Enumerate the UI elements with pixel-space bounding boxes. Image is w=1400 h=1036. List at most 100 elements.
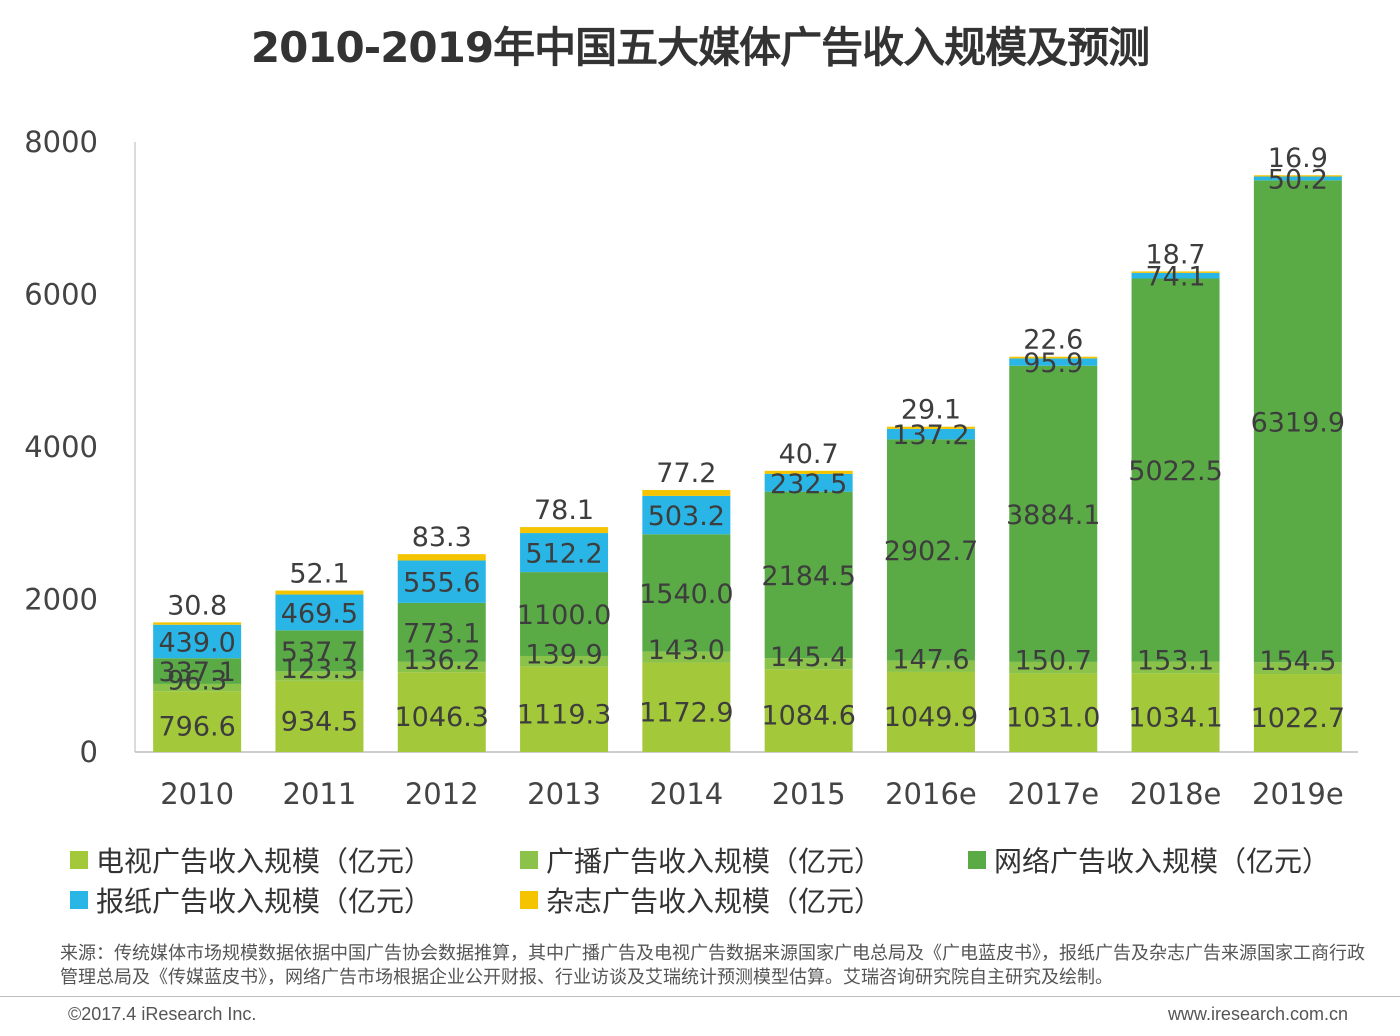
bar-segment bbox=[397, 661, 486, 673]
data-label: 143.0 bbox=[648, 635, 725, 666]
bar-segment bbox=[764, 491, 853, 659]
legend-swatch-internet bbox=[968, 851, 986, 869]
chart-title: 2010-2019年中国五大媒体广告收入规模及预测 bbox=[250, 23, 1150, 72]
x-tick-label: 2019e bbox=[1252, 777, 1344, 811]
x-tick-label: 2012 bbox=[405, 777, 479, 811]
bar-segment bbox=[1009, 356, 1098, 359]
data-label: 50.2 bbox=[1268, 164, 1328, 195]
bar-segment bbox=[520, 533, 609, 573]
legend-item-internet: 网络广告收入规模（亿元） bbox=[968, 840, 1330, 880]
bar-segment bbox=[1131, 272, 1220, 279]
y-tick-label: 4000 bbox=[24, 430, 98, 464]
bar-segment bbox=[1253, 175, 1342, 177]
legend-item-newspaper: 报纸广告收入规模（亿元） bbox=[70, 880, 432, 920]
data-label: 934.5 bbox=[281, 706, 358, 737]
data-label: 1540.0 bbox=[639, 579, 733, 610]
data-label: 1119.3 bbox=[517, 699, 611, 730]
x-tick-label: 2010 bbox=[160, 777, 234, 811]
legend-label-radio: 广播广告收入规模（亿元） bbox=[546, 845, 883, 878]
bar-segment bbox=[642, 489, 731, 496]
y-tick-label: 8000 bbox=[24, 125, 98, 159]
bar-segment bbox=[886, 428, 975, 440]
bar-segment bbox=[1009, 661, 1098, 674]
data-label: 150.7 bbox=[1015, 646, 1092, 677]
x-tick-label: 2018e bbox=[1130, 777, 1222, 811]
legend-label-newspaper: 报纸广告收入规模（亿元） bbox=[96, 885, 433, 918]
bar-segment bbox=[520, 527, 609, 534]
data-label: 503.2 bbox=[648, 501, 725, 532]
bar-segment bbox=[397, 672, 486, 752]
copyright-text: ©2017.4 iResearch Inc. bbox=[68, 1004, 257, 1024]
bar-segment bbox=[397, 602, 486, 662]
legend-item-radio: 广播广告收入规模（亿元） bbox=[520, 840, 882, 880]
data-label: 2902.7 bbox=[884, 536, 978, 567]
data-label: 1172.9 bbox=[639, 697, 733, 728]
data-label: 512.2 bbox=[525, 539, 602, 570]
bar-segment bbox=[764, 669, 853, 752]
bar-segment bbox=[153, 683, 242, 692]
bar-segment bbox=[1253, 674, 1342, 752]
data-label: 22.6 bbox=[1023, 325, 1083, 356]
x-tick-label: 2011 bbox=[283, 777, 357, 811]
data-label: 537.7 bbox=[281, 637, 358, 668]
bar-segment bbox=[275, 671, 364, 681]
data-label: 1100.0 bbox=[517, 600, 611, 631]
legend-swatch-radio bbox=[520, 851, 538, 869]
data-label: 145.4 bbox=[770, 642, 847, 673]
data-label: 52.1 bbox=[289, 559, 349, 590]
bar-segment bbox=[520, 572, 609, 656]
data-label: 337.1 bbox=[159, 657, 236, 688]
bar-segment bbox=[764, 658, 853, 670]
legend-label-internet: 网络广告收入规模（亿元） bbox=[994, 845, 1331, 878]
bar-segment bbox=[886, 671, 975, 752]
bar-segment bbox=[642, 662, 731, 752]
data-label: 555.6 bbox=[403, 568, 480, 599]
data-label: 232.5 bbox=[770, 469, 847, 500]
bar-segment bbox=[1009, 365, 1098, 662]
chart-legend: 电视广告收入规模（亿元） 广播广告收入规模（亿元） 网络广告收入规模（亿元） 报… bbox=[70, 840, 1370, 930]
bar-segment bbox=[642, 495, 731, 535]
bar-segment bbox=[275, 680, 364, 752]
bar-segment bbox=[275, 630, 364, 672]
legend-swatch-magazine bbox=[520, 891, 538, 909]
data-label: 6319.9 bbox=[1251, 407, 1345, 438]
bar-segment bbox=[520, 666, 609, 752]
data-label: 123.3 bbox=[281, 654, 358, 685]
bar-segment bbox=[1131, 673, 1220, 752]
data-label: 137.2 bbox=[892, 420, 969, 451]
data-label: 74.1 bbox=[1145, 262, 1205, 293]
bar-segment bbox=[1253, 180, 1342, 663]
data-label: 30.8 bbox=[167, 590, 227, 621]
bar-segment bbox=[642, 534, 731, 652]
data-label: 1034.1 bbox=[1128, 703, 1222, 734]
legend-label-magazine: 杂志广告收入规模（亿元） bbox=[546, 885, 883, 918]
x-tick-label: 2013 bbox=[527, 777, 601, 811]
bar-segment bbox=[642, 651, 731, 663]
data-label: 5022.5 bbox=[1128, 456, 1222, 487]
bar-segment bbox=[397, 560, 486, 603]
data-label: 469.5 bbox=[281, 598, 358, 629]
bar-segment bbox=[153, 624, 242, 659]
legend-item-tv: 电视广告收入规模（亿元） bbox=[70, 840, 432, 880]
bar-segment bbox=[153, 622, 242, 625]
footer-divider bbox=[0, 996, 1400, 997]
website-link[interactable]: www.iresearch.com.cn bbox=[1167, 1004, 1348, 1024]
legend-swatch-tv bbox=[70, 851, 88, 869]
data-label: 2184.5 bbox=[761, 561, 855, 592]
data-label: 29.1 bbox=[901, 395, 961, 426]
bar-segment bbox=[520, 655, 609, 667]
data-label: 83.3 bbox=[412, 522, 472, 553]
data-label: 77.2 bbox=[656, 458, 716, 489]
y-tick-label: 0 bbox=[80, 735, 98, 769]
bar-segment bbox=[1253, 662, 1342, 675]
data-label: 95.9 bbox=[1023, 348, 1083, 379]
bar-segment bbox=[886, 660, 975, 672]
data-label: 16.9 bbox=[1268, 143, 1328, 174]
bar-segment bbox=[275, 590, 364, 595]
x-tick-label: 2015 bbox=[772, 777, 846, 811]
bar-segment bbox=[153, 691, 242, 752]
y-tick-label: 6000 bbox=[24, 278, 98, 312]
bar-segment bbox=[764, 473, 853, 492]
legend-item-magazine: 杂志广告收入规模（亿元） bbox=[520, 880, 882, 920]
